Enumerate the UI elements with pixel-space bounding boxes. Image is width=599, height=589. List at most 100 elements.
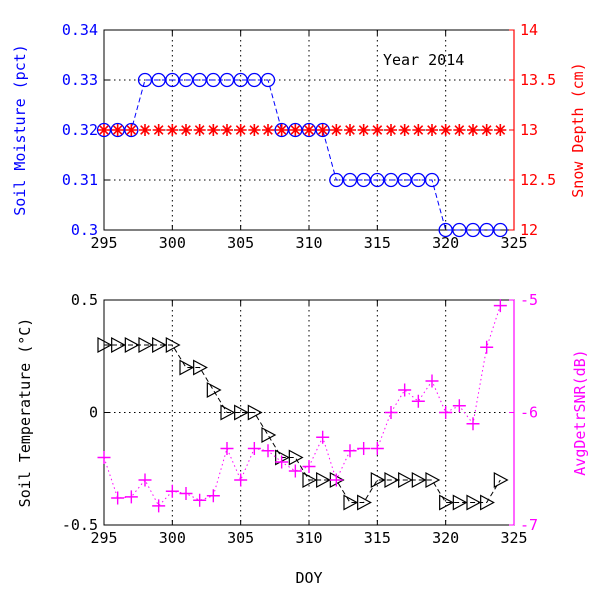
series-line xyxy=(103,305,501,507)
series-line xyxy=(104,344,501,503)
left-y-axis: 0.3 0.31 0.32 0.33 0.34 xyxy=(62,21,109,239)
series-asterisk xyxy=(98,124,507,136)
x-tick-label: 310 xyxy=(295,234,322,252)
circle-marker xyxy=(206,72,221,88)
asterisk-marker xyxy=(439,124,452,136)
asterisk-marker xyxy=(289,124,302,136)
triangle-marker xyxy=(466,494,482,511)
asterisk-marker xyxy=(316,124,329,136)
circle-marker xyxy=(274,122,289,138)
right-y-tick-label: -6 xyxy=(520,404,538,422)
asterisk-marker xyxy=(426,124,438,136)
series-triangle-right xyxy=(97,336,509,511)
soil-temperature-snr-panel: 295 300 305 310 315 320 325 0.5 0 -0.5 -5 -6 -7 So… xyxy=(16,291,589,587)
circle-marker xyxy=(110,122,125,138)
triangle-marker xyxy=(384,471,400,489)
triangle-marker xyxy=(206,381,222,399)
circle-marker xyxy=(342,172,358,188)
asterisk-marker xyxy=(275,124,288,136)
triangle-marker xyxy=(261,426,277,444)
x-tick-label: 300 xyxy=(159,234,186,252)
circle-marker xyxy=(151,72,166,88)
plus-marker xyxy=(97,451,111,464)
series-plus xyxy=(97,299,507,513)
circle-marker xyxy=(301,122,317,138)
triangle-marker xyxy=(165,336,181,354)
triangle-marker xyxy=(152,336,167,354)
right-y-tick-label: 13.5 xyxy=(520,71,556,89)
right-y-axis: -5 -6 -7 xyxy=(509,291,538,534)
asterisk-marker xyxy=(480,124,493,136)
right-y-axis-label: AvgDetrSNR(dB) xyxy=(571,349,589,475)
plus-marker xyxy=(206,489,220,503)
asterisk-marker xyxy=(453,124,466,136)
circle-marker xyxy=(397,172,412,188)
plus-marker xyxy=(398,383,412,397)
plus-marker xyxy=(370,442,384,455)
circle-marker xyxy=(370,172,385,188)
right-y-tick-label: 12 xyxy=(520,221,538,239)
asterisk-marker xyxy=(207,124,220,136)
plus-marker xyxy=(234,473,248,487)
plus-marker xyxy=(384,406,398,419)
left-y-tick-label: 0.33 xyxy=(62,71,98,89)
circle-marker xyxy=(260,72,276,88)
asterisk-marker xyxy=(152,124,165,136)
plus-marker xyxy=(357,442,371,455)
triangle-marker xyxy=(179,359,195,376)
plus-marker xyxy=(466,417,480,431)
asterisk-marker xyxy=(166,124,179,136)
circle-marker xyxy=(452,222,467,238)
asterisk-marker xyxy=(111,124,124,136)
x-tick-label: 295 xyxy=(90,529,117,547)
circle-marker xyxy=(315,122,330,138)
circle-marker xyxy=(288,122,303,138)
asterisk-marker xyxy=(193,124,206,136)
x-axis: 295 300 305 310 315 320 325 xyxy=(90,30,528,252)
asterisk-marker xyxy=(234,124,247,136)
x-tick-label: 300 xyxy=(159,529,186,547)
circle-marker xyxy=(165,72,180,88)
asterisk-marker xyxy=(357,124,370,136)
triangle-marker xyxy=(97,336,113,354)
x-tick-label: 315 xyxy=(364,234,391,252)
right-y-axis-label: Snow Depth (cm) xyxy=(569,62,587,197)
triangle-marker xyxy=(247,404,263,421)
plus-marker xyxy=(452,399,466,413)
circle-marker xyxy=(329,172,344,188)
triangle-marker xyxy=(493,471,509,489)
triangle-marker xyxy=(343,494,359,511)
plus-marker xyxy=(493,299,507,313)
circle-marker xyxy=(383,172,399,188)
circle-marker xyxy=(192,72,207,88)
series-layer xyxy=(97,299,509,513)
asterisk-marker xyxy=(371,124,384,136)
asterisk-marker xyxy=(344,124,356,136)
x-axis: 295 300 305 310 315 320 325 xyxy=(90,300,528,547)
circle-marker xyxy=(124,122,139,138)
plus-marker xyxy=(138,473,152,487)
triangle-marker xyxy=(370,471,386,489)
left-y-tick-label: 0.32 xyxy=(62,121,98,139)
circle-marker xyxy=(479,222,494,238)
triangle-marker xyxy=(302,471,318,489)
plus-marker xyxy=(179,487,193,500)
asterisk-marker xyxy=(262,124,274,136)
plus-marker xyxy=(165,484,179,498)
circle-marker xyxy=(356,172,371,188)
circle-marker xyxy=(96,122,112,138)
left-y-tick-label: 0.34 xyxy=(62,21,98,39)
plus-marker xyxy=(439,406,453,419)
x-tick-label: 325 xyxy=(500,234,527,252)
left-y-tick-label: 0.3 xyxy=(71,221,98,239)
x-tick-label: 305 xyxy=(227,234,254,252)
right-y-tick-label: 12.5 xyxy=(520,171,556,189)
triangle-marker xyxy=(193,359,208,376)
asterisk-marker xyxy=(385,124,397,136)
plus-marker xyxy=(343,444,357,458)
right-y-tick-label: -7 xyxy=(520,516,538,534)
circle-marker xyxy=(465,222,481,238)
asterisk-marker xyxy=(467,124,479,136)
triangle-marker xyxy=(138,336,154,354)
